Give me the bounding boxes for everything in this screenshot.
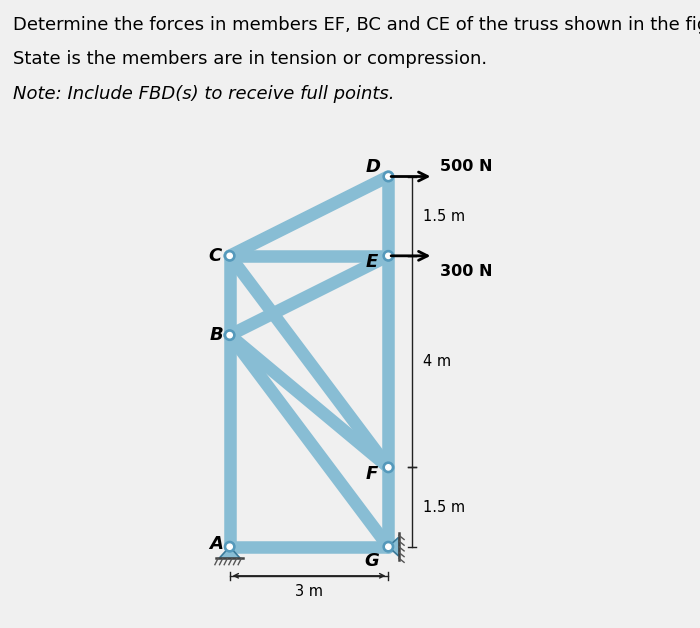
Text: D: D [366, 158, 381, 176]
Circle shape [225, 251, 235, 261]
Text: State is the members are in tension or compression.: State is the members are in tension or c… [13, 50, 486, 68]
Text: 3 m: 3 m [295, 584, 323, 599]
Text: 4 m: 4 m [423, 354, 451, 369]
Circle shape [227, 544, 232, 550]
Text: G: G [364, 553, 379, 570]
Text: 300 N: 300 N [440, 264, 492, 279]
Text: E: E [365, 253, 377, 271]
Text: Note: Include FBD(s) to receive full points.: Note: Include FBD(s) to receive full poi… [13, 85, 394, 103]
Text: Determine the forces in members EF, BC and CE of the truss shown in the figure.: Determine the forces in members EF, BC a… [13, 16, 700, 34]
Circle shape [225, 541, 235, 552]
Polygon shape [389, 537, 399, 556]
Text: 1.5 m: 1.5 m [423, 208, 465, 224]
Circle shape [386, 174, 391, 179]
Circle shape [386, 465, 391, 470]
Circle shape [383, 462, 393, 473]
Circle shape [383, 541, 393, 552]
Circle shape [383, 251, 393, 261]
Text: 1.5 m: 1.5 m [423, 499, 465, 514]
Polygon shape [219, 547, 240, 558]
Circle shape [386, 253, 391, 259]
Text: C: C [209, 247, 221, 265]
Circle shape [227, 332, 232, 338]
Text: 500 N: 500 N [440, 160, 492, 175]
Text: B: B [209, 326, 223, 344]
Circle shape [386, 544, 391, 550]
Circle shape [225, 330, 235, 340]
Circle shape [383, 171, 393, 181]
Circle shape [227, 253, 232, 259]
Text: F: F [365, 465, 377, 483]
Text: A: A [209, 535, 223, 553]
